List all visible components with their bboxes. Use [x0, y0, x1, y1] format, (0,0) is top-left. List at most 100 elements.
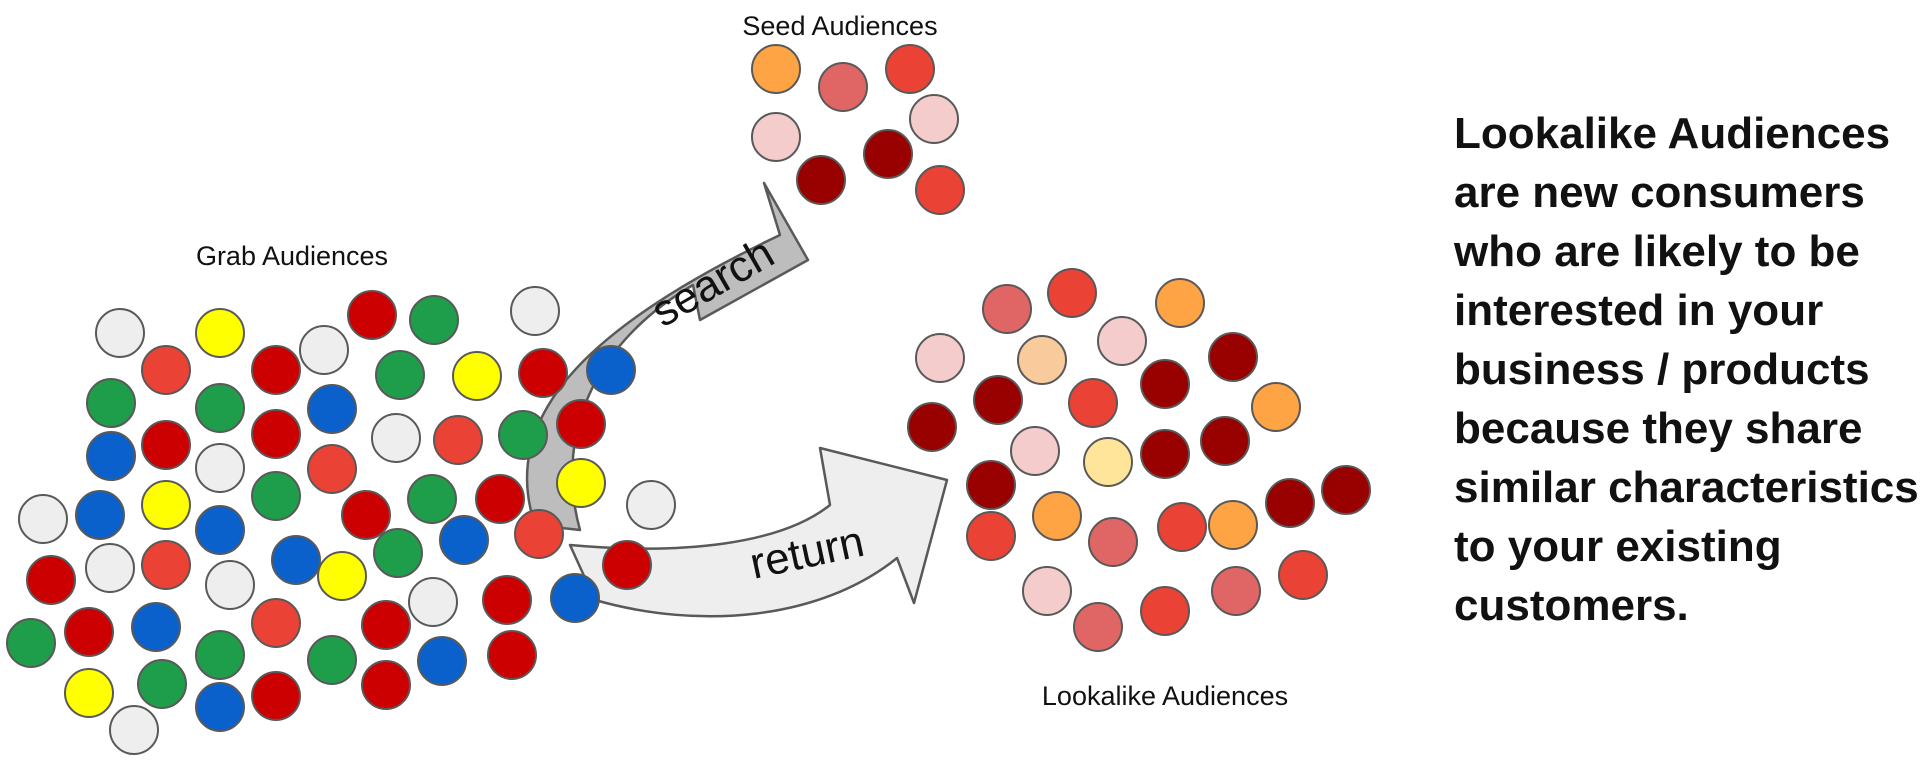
grab-audience-dot	[417, 636, 467, 686]
grab-audiences-label: Grab Audiences	[196, 241, 388, 271]
grab-audience-dot	[307, 635, 357, 685]
seed-audience-dot	[751, 112, 801, 162]
grab-audience-dot	[375, 350, 425, 400]
grab-audience-dot	[602, 540, 652, 590]
lookalike-audience-dot	[1022, 566, 1072, 616]
lookalike-audience-dot	[1073, 602, 1123, 652]
lookalike-audience-dot	[1155, 278, 1205, 328]
grab-audience-dot	[64, 607, 114, 657]
grab-audience-dot	[86, 378, 136, 428]
description-line: customers.	[1454, 581, 1689, 630]
lookalike-audience-dot	[1278, 550, 1328, 600]
grab-audience-dot	[109, 705, 159, 755]
audience-dots	[6, 44, 1371, 755]
grab-audience-dot	[475, 474, 525, 524]
lookalike-audience-dot	[1321, 465, 1371, 515]
grab-audience-dot	[131, 602, 181, 652]
grab-audience-dot	[251, 409, 301, 459]
grab-audience-dot	[271, 535, 321, 585]
grab-audience-dot	[18, 494, 68, 544]
grab-audience-dot	[141, 420, 191, 470]
seed-audience-dot	[863, 129, 913, 179]
lookalike-audience-dot	[1010, 426, 1060, 476]
return-arrow	[568, 446, 949, 618]
lookalike-audience-dot	[1251, 382, 1301, 432]
lookalike-audience-dot	[966, 460, 1016, 510]
grab-audience-dot	[6, 618, 56, 668]
lookalike-audience-dot	[1265, 478, 1315, 528]
grab-audience-dot	[205, 560, 255, 610]
grab-audience-dot	[299, 325, 349, 375]
lookalike-audience-dot	[915, 333, 965, 383]
description-line: because they share	[1454, 404, 1863, 453]
grab-audience-dot	[75, 490, 125, 540]
grab-audience-dot	[452, 351, 502, 401]
grab-audience-dot	[361, 660, 411, 710]
lookalike-audience-dot	[1140, 359, 1190, 409]
lookalike-audience-dot	[973, 375, 1023, 425]
grab-audience-dot	[361, 600, 411, 650]
grab-audience-dot	[347, 290, 397, 340]
grab-audience-dot	[195, 443, 245, 493]
lookalike-audience-dot	[1211, 566, 1261, 616]
seed-audience-dot	[796, 155, 846, 205]
grab-audience-dot	[307, 444, 357, 494]
grab-audience-dot	[556, 399, 606, 449]
grab-audience-dot	[371, 413, 421, 463]
grab-audience-dot	[433, 415, 483, 465]
lookalike-audience-dot	[1157, 502, 1207, 552]
grab-audience-dot	[586, 345, 636, 395]
seed-audience-dot	[751, 44, 801, 94]
seed-audiences-label: Seed Audiences	[742, 11, 937, 41]
grab-audience-dot	[373, 528, 423, 578]
grab-audience-dot	[86, 431, 136, 481]
seed-audience-dot	[909, 94, 959, 144]
grab-audience-dot	[409, 295, 459, 345]
grab-audience-dot	[317, 551, 367, 601]
grab-audience-dot	[137, 659, 187, 709]
grab-audience-dot	[550, 573, 600, 623]
lookalike-audience-dot	[1083, 437, 1133, 487]
grab-audience-dot	[251, 598, 301, 648]
grab-audience-dot	[498, 410, 548, 460]
grab-audience-dot	[195, 630, 245, 680]
lookalike-audience-dot	[907, 402, 957, 452]
grab-audience-dot	[195, 505, 245, 555]
description-line: who are likely to be	[1454, 227, 1860, 276]
description-line: to your existing	[1454, 522, 1782, 571]
description-line: are new consumers	[1454, 168, 1865, 217]
lookalike-audience-dot	[1140, 586, 1190, 636]
description-line: similar characteristics	[1454, 463, 1919, 512]
lookalike-audience-dot	[1032, 491, 1082, 541]
grab-audience-dot	[341, 490, 391, 540]
seed-audience-dot	[885, 44, 935, 94]
grab-audience-dot	[518, 348, 568, 398]
lookalike-audience-dot	[1047, 268, 1097, 318]
grab-audience-dot	[439, 515, 489, 565]
grab-audience-dot	[482, 575, 532, 625]
grab-audience-dot	[26, 555, 76, 605]
grab-audience-dot	[251, 671, 301, 721]
grab-audience-dot	[487, 630, 537, 680]
description-line: Lookalike Audiences	[1454, 109, 1891, 158]
lookalike-audience-dot	[1200, 416, 1250, 466]
grab-audience-dot	[195, 383, 245, 433]
grab-audience-dot	[626, 480, 676, 530]
search-arrow-label: search	[643, 228, 782, 336]
lookalike-audience-dot	[1097, 316, 1147, 366]
grab-audience-dot	[514, 509, 564, 559]
grab-audience-dot	[141, 345, 191, 395]
lookalike-description: Lookalike Audiences are new consumers wh…	[1454, 104, 1932, 635]
lookalike-audience-dot	[1088, 517, 1138, 567]
grab-audience-dot	[510, 286, 560, 336]
lookalike-audience-dot	[982, 284, 1032, 334]
lookalike-audience-dot	[1017, 335, 1067, 385]
grab-audience-dot	[141, 540, 191, 590]
grab-audience-dot	[195, 308, 245, 358]
grab-audience-dot	[307, 384, 357, 434]
seed-audience-dot	[818, 62, 868, 112]
description-line: business / products	[1454, 345, 1870, 394]
grab-audience-dot	[251, 471, 301, 521]
